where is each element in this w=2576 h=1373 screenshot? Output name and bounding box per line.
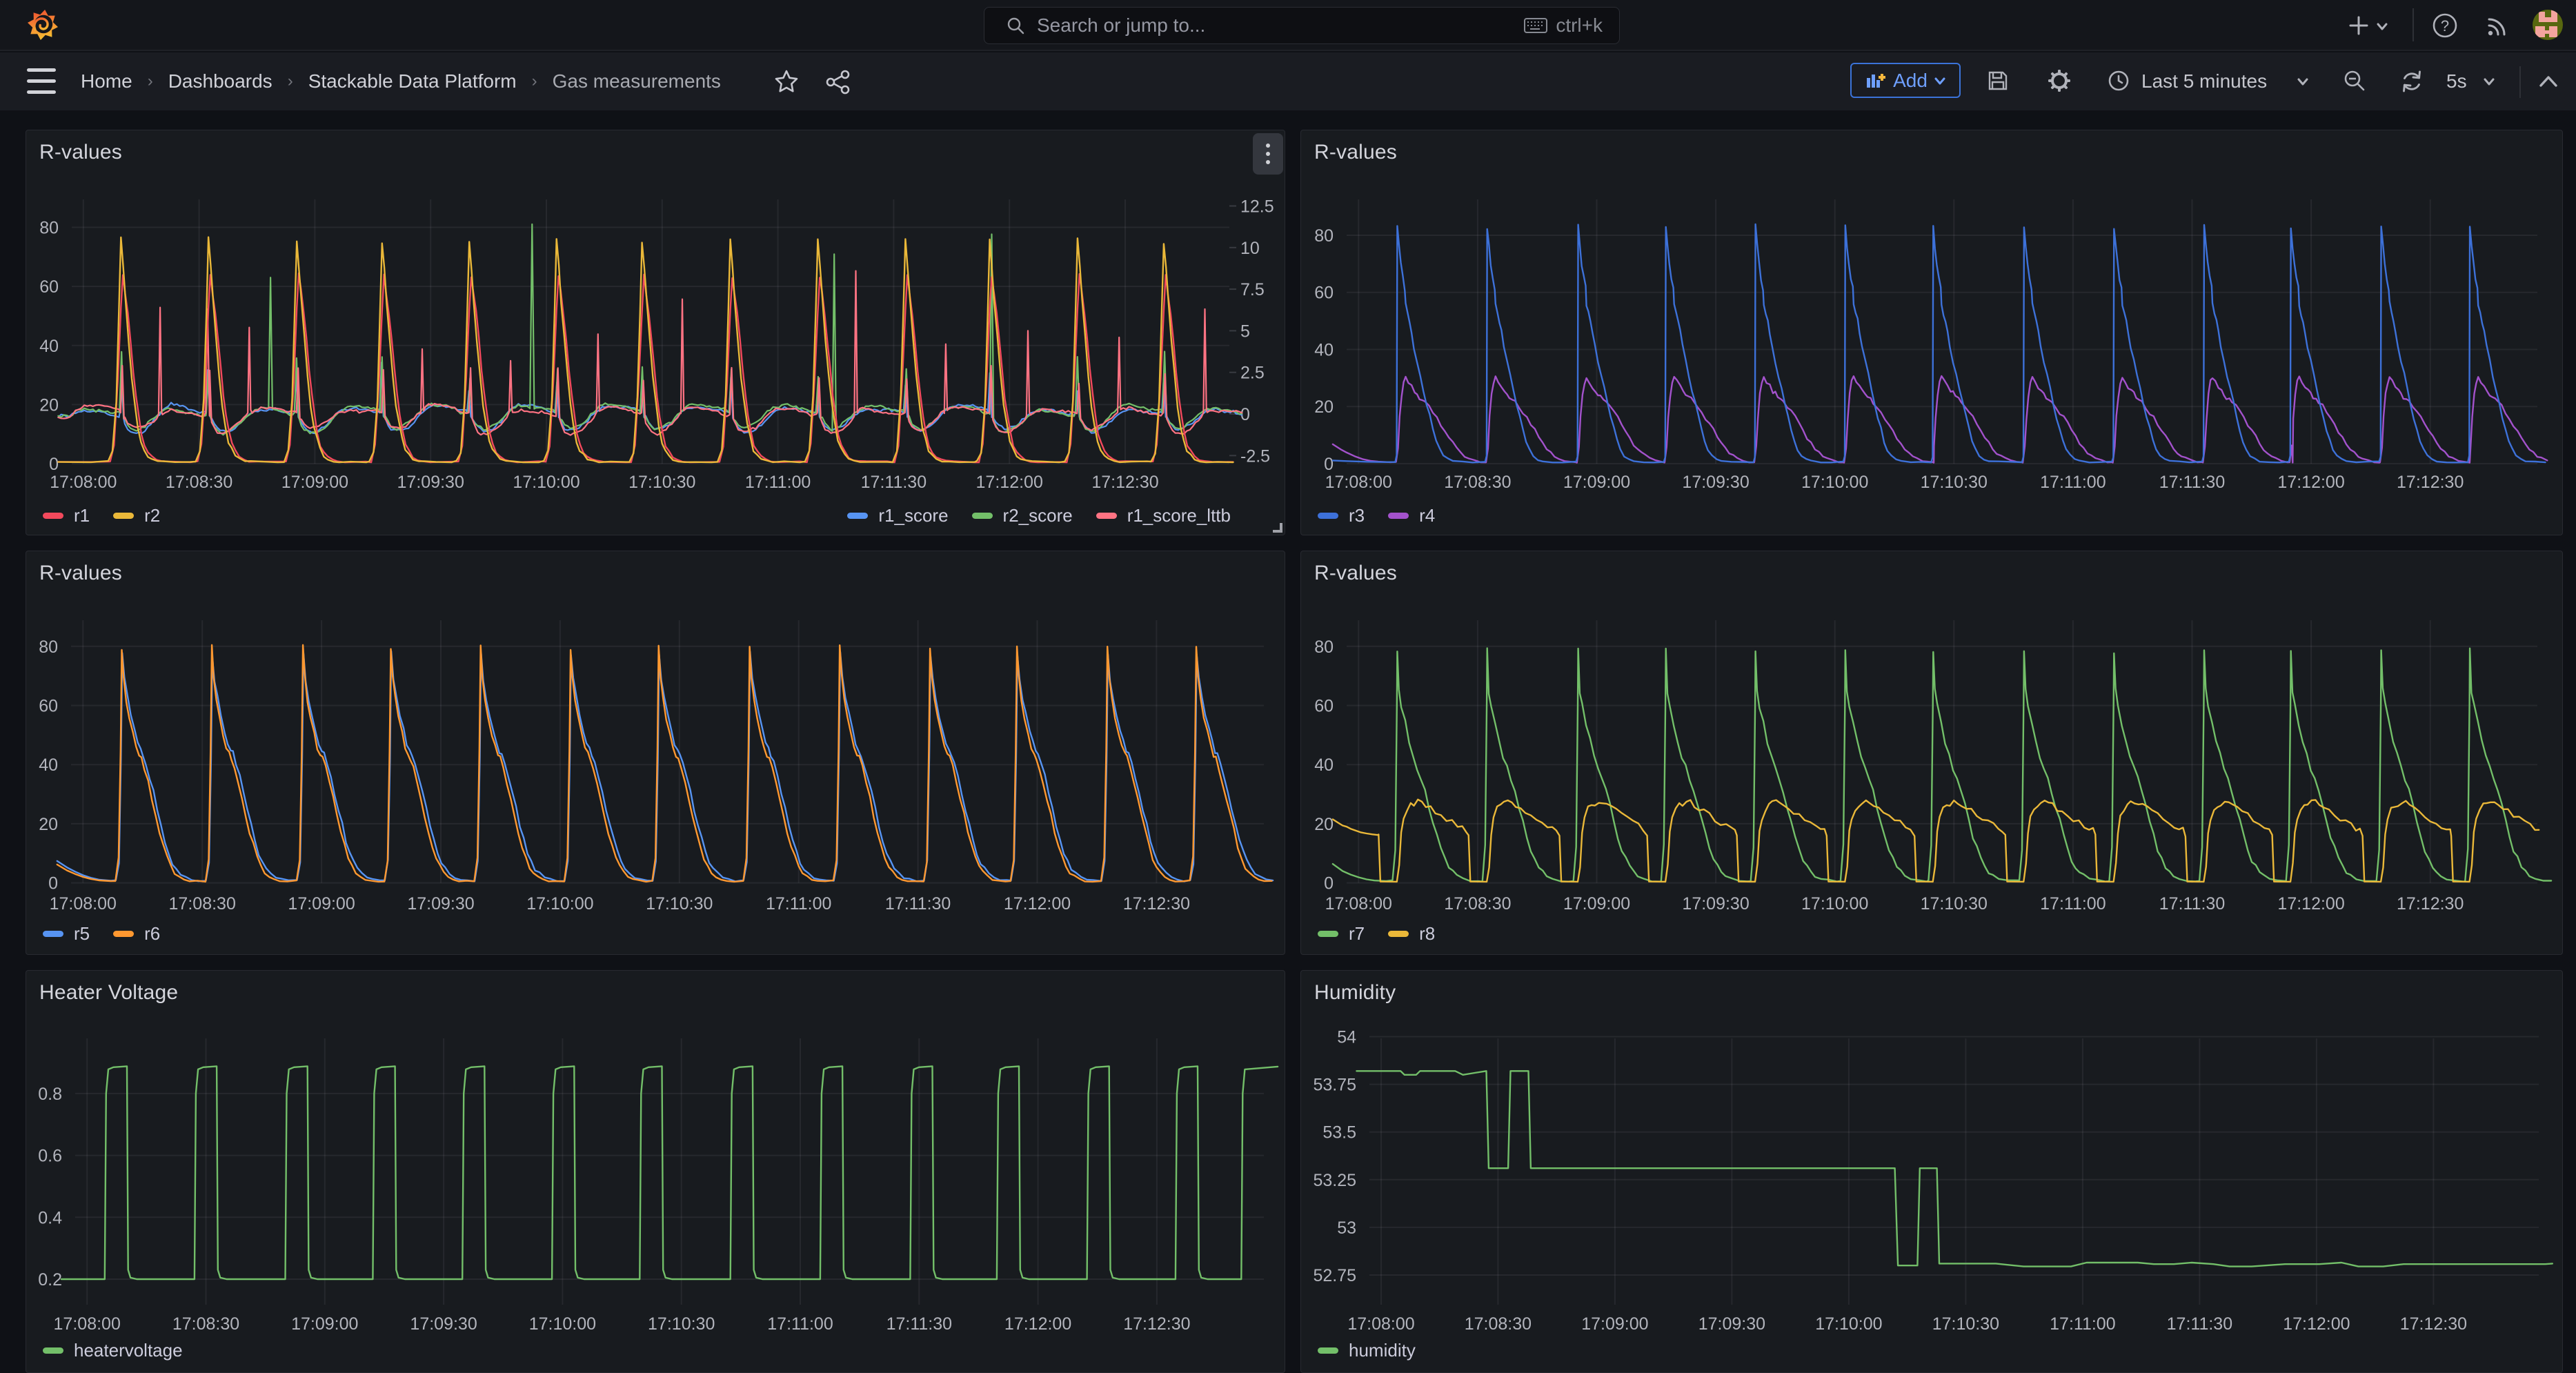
svg-text:53.25: 53.25 (1313, 1171, 1356, 1190)
svg-text:20: 20 (1314, 397, 1334, 417)
svg-text:17:09:30: 17:09:30 (1698, 1314, 1765, 1334)
svg-text:20: 20 (1314, 815, 1334, 834)
svg-text:17:10:30: 17:10:30 (1921, 473, 1988, 492)
svg-text:17:12:30: 17:12:30 (2400, 1314, 2467, 1334)
svg-text:0.4: 0.4 (38, 1208, 62, 1227)
svg-text:53.75: 53.75 (1313, 1076, 1356, 1095)
svg-text:80: 80 (1314, 226, 1334, 246)
svg-text:60: 60 (1314, 697, 1334, 716)
svg-text:?: ? (2441, 17, 2449, 34)
svg-text:0: 0 (1324, 455, 1334, 474)
svg-text:7.5: 7.5 (1240, 280, 1265, 299)
svg-text:5: 5 (1240, 322, 1250, 341)
svg-text:52.75: 52.75 (1313, 1266, 1356, 1285)
svg-text:17:10:00: 17:10:00 (526, 894, 593, 913)
svg-text:0.2: 0.2 (38, 1270, 62, 1290)
svg-text:17:08:30: 17:08:30 (1444, 894, 1511, 913)
svg-text:17:10:00: 17:10:00 (1815, 1314, 1882, 1334)
svg-text:17:10:30: 17:10:30 (1921, 894, 1988, 913)
svg-text:17:09:30: 17:09:30 (1682, 473, 1749, 492)
svg-text:0.8: 0.8 (38, 1085, 62, 1104)
svg-text:17:11:30: 17:11:30 (861, 473, 927, 492)
svg-text:17:09:30: 17:09:30 (1682, 894, 1749, 913)
svg-text:17:08:00: 17:08:00 (54, 1314, 121, 1334)
svg-text:17:11:30: 17:11:30 (2159, 473, 2225, 492)
svg-text:17:10:00: 17:10:00 (1801, 473, 1868, 492)
svg-text:17:12:00: 17:12:00 (1004, 894, 1071, 913)
svg-text:17:09:30: 17:09:30 (410, 1314, 477, 1334)
svg-text:17:08:30: 17:08:30 (166, 473, 232, 492)
svg-text:17:12:30: 17:12:30 (1091, 473, 1158, 492)
svg-text:17:11:30: 17:11:30 (2159, 894, 2225, 913)
svg-text:53.5: 53.5 (1322, 1123, 1356, 1143)
svg-text:0: 0 (49, 455, 59, 474)
svg-text:-2.5: -2.5 (1240, 446, 1270, 466)
svg-text:2.5: 2.5 (1240, 364, 1265, 383)
svg-text:17:08:00: 17:08:00 (50, 894, 117, 913)
svg-text:17:10:00: 17:10:00 (529, 1314, 596, 1334)
svg-text:0: 0 (1324, 874, 1334, 893)
svg-text:17:10:30: 17:10:30 (648, 1314, 715, 1334)
svg-text:60: 60 (39, 277, 59, 297)
svg-text:17:10:30: 17:10:30 (628, 473, 695, 492)
svg-text:17:08:00: 17:08:00 (1325, 473, 1392, 492)
svg-text:17:09:00: 17:09:00 (288, 894, 355, 913)
svg-text:17:08:30: 17:08:30 (1444, 473, 1511, 492)
svg-text:17:12:30: 17:12:30 (1123, 1314, 1190, 1334)
svg-text:17:12:00: 17:12:00 (2283, 1314, 2350, 1334)
svg-text:17:08:00: 17:08:00 (1347, 1314, 1414, 1334)
svg-text:12.5: 12.5 (1240, 197, 1274, 217)
svg-text:0: 0 (48, 874, 58, 893)
svg-text:0.6: 0.6 (38, 1147, 62, 1166)
svg-text:40: 40 (1314, 341, 1334, 360)
svg-text:17:11:30: 17:11:30 (886, 1314, 952, 1334)
svg-text:17:12:00: 17:12:00 (2277, 473, 2344, 492)
svg-text:17:08:00: 17:08:00 (1325, 894, 1392, 913)
svg-text:17:12:30: 17:12:30 (1123, 894, 1190, 913)
svg-text:17:12:00: 17:12:00 (976, 473, 1043, 492)
svg-text:17:11:00: 17:11:00 (2040, 473, 2106, 492)
svg-text:17:09:00: 17:09:00 (1581, 1314, 1648, 1334)
svg-text:80: 80 (39, 638, 58, 657)
svg-text:17:11:00: 17:11:00 (767, 1314, 833, 1334)
svg-text:17:11:00: 17:11:00 (766, 894, 831, 913)
svg-text:10: 10 (1240, 239, 1260, 258)
svg-text:17:08:30: 17:08:30 (172, 1314, 239, 1334)
svg-text:53: 53 (1337, 1218, 1356, 1238)
svg-text:17:09:30: 17:09:30 (407, 894, 474, 913)
svg-text:17:12:30: 17:12:30 (2397, 894, 2464, 913)
svg-text:17:08:30: 17:08:30 (169, 894, 236, 913)
svg-text:17:08:30: 17:08:30 (1465, 1314, 1532, 1334)
svg-text:17:11:00: 17:11:00 (2040, 894, 2106, 913)
svg-text:17:11:00: 17:11:00 (2050, 1314, 2115, 1334)
svg-text:60: 60 (1314, 284, 1334, 303)
svg-text:17:09:00: 17:09:00 (1563, 894, 1630, 913)
svg-text:17:12:00: 17:12:00 (2277, 894, 2344, 913)
svg-text:40: 40 (39, 337, 59, 356)
svg-text:54: 54 (1337, 1028, 1356, 1047)
svg-text:0: 0 (1240, 405, 1250, 424)
svg-text:17:10:30: 17:10:30 (1932, 1314, 1999, 1334)
svg-text:17:12:30: 17:12:30 (2397, 473, 2464, 492)
svg-text:17:10:30: 17:10:30 (646, 894, 713, 913)
svg-text:40: 40 (1314, 755, 1334, 775)
svg-text:17:09:00: 17:09:00 (281, 473, 348, 492)
svg-text:40: 40 (39, 755, 58, 775)
svg-text:17:11:30: 17:11:30 (885, 894, 951, 913)
svg-text:17:10:00: 17:10:00 (1801, 894, 1868, 913)
svg-text:17:10:00: 17:10:00 (513, 473, 579, 492)
svg-text:80: 80 (39, 219, 59, 238)
svg-text:17:09:00: 17:09:00 (291, 1314, 358, 1334)
svg-text:20: 20 (39, 395, 59, 415)
svg-text:17:11:00: 17:11:00 (745, 473, 811, 492)
svg-text:17:11:30: 17:11:30 (2167, 1314, 2232, 1334)
svg-text:20: 20 (39, 815, 58, 834)
svg-text:17:08:00: 17:08:00 (50, 473, 117, 492)
svg-text:17:09:00: 17:09:00 (1563, 473, 1630, 492)
svg-text:17:09:30: 17:09:30 (397, 473, 464, 492)
svg-text:60: 60 (39, 697, 58, 716)
svg-text:80: 80 (1314, 638, 1334, 657)
svg-text:17:12:00: 17:12:00 (1004, 1314, 1071, 1334)
